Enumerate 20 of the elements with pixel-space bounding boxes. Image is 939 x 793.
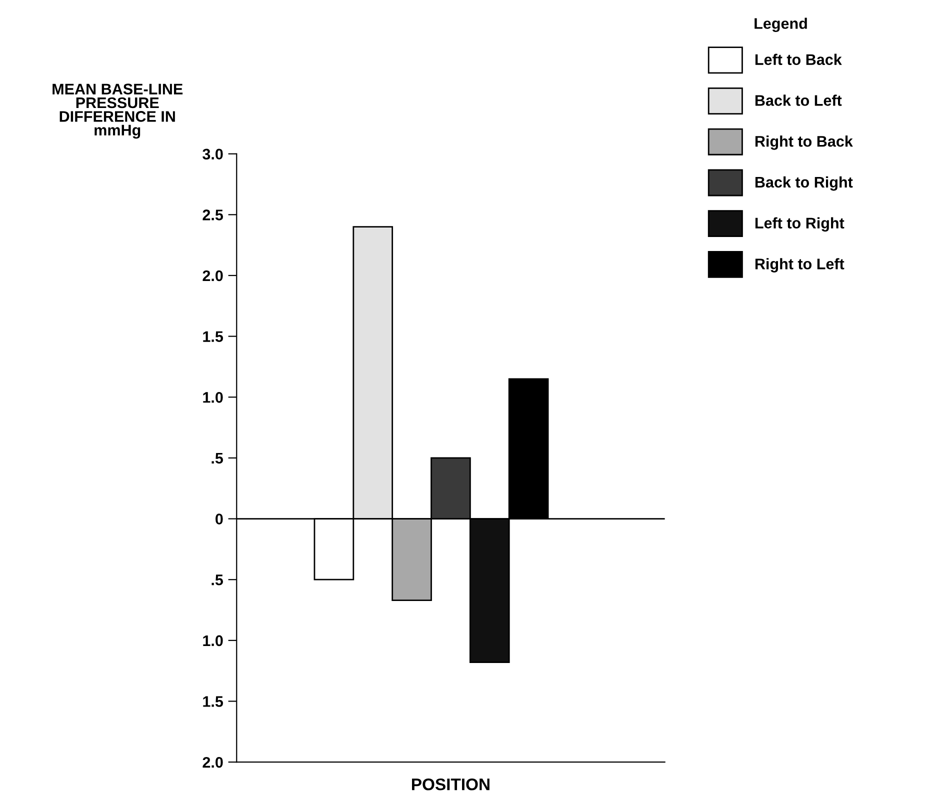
y-tick-label: 2.5 [202, 210, 224, 220]
y-tick-label: 2.0 [202, 756, 223, 768]
x-axis-title: POSITION [412, 778, 490, 790]
legend-label: Right to Back [755, 136, 853, 150]
y-axis-title: MEAN BASE-LINE PRESSURE DIFFERENCE IN mmHg [52, 84, 183, 139]
y-tick-label: 0 [216, 514, 223, 524]
y-tick-label: 3.0 [202, 148, 223, 160]
y-tick-label: 1.0 [203, 635, 223, 646]
legend-label: Back to Left [755, 94, 842, 106]
legend-label: Back to Right [755, 176, 853, 191]
y-tick-label: 1.5 [203, 696, 224, 707]
y-tick-label: .5 [212, 574, 224, 586]
legend-label: Left to Right [755, 217, 844, 232]
legend-title: Legend [754, 18, 807, 32]
legend-label: Left to Back [755, 54, 842, 66]
legend-label: Right to Left [755, 258, 844, 272]
y-tick-label: 2.0 [202, 270, 223, 282]
y-tick-label: 1.0 [203, 392, 223, 403]
y-tick-label: 1.5 [203, 331, 224, 342]
y-tick-label: .5 [212, 452, 224, 464]
